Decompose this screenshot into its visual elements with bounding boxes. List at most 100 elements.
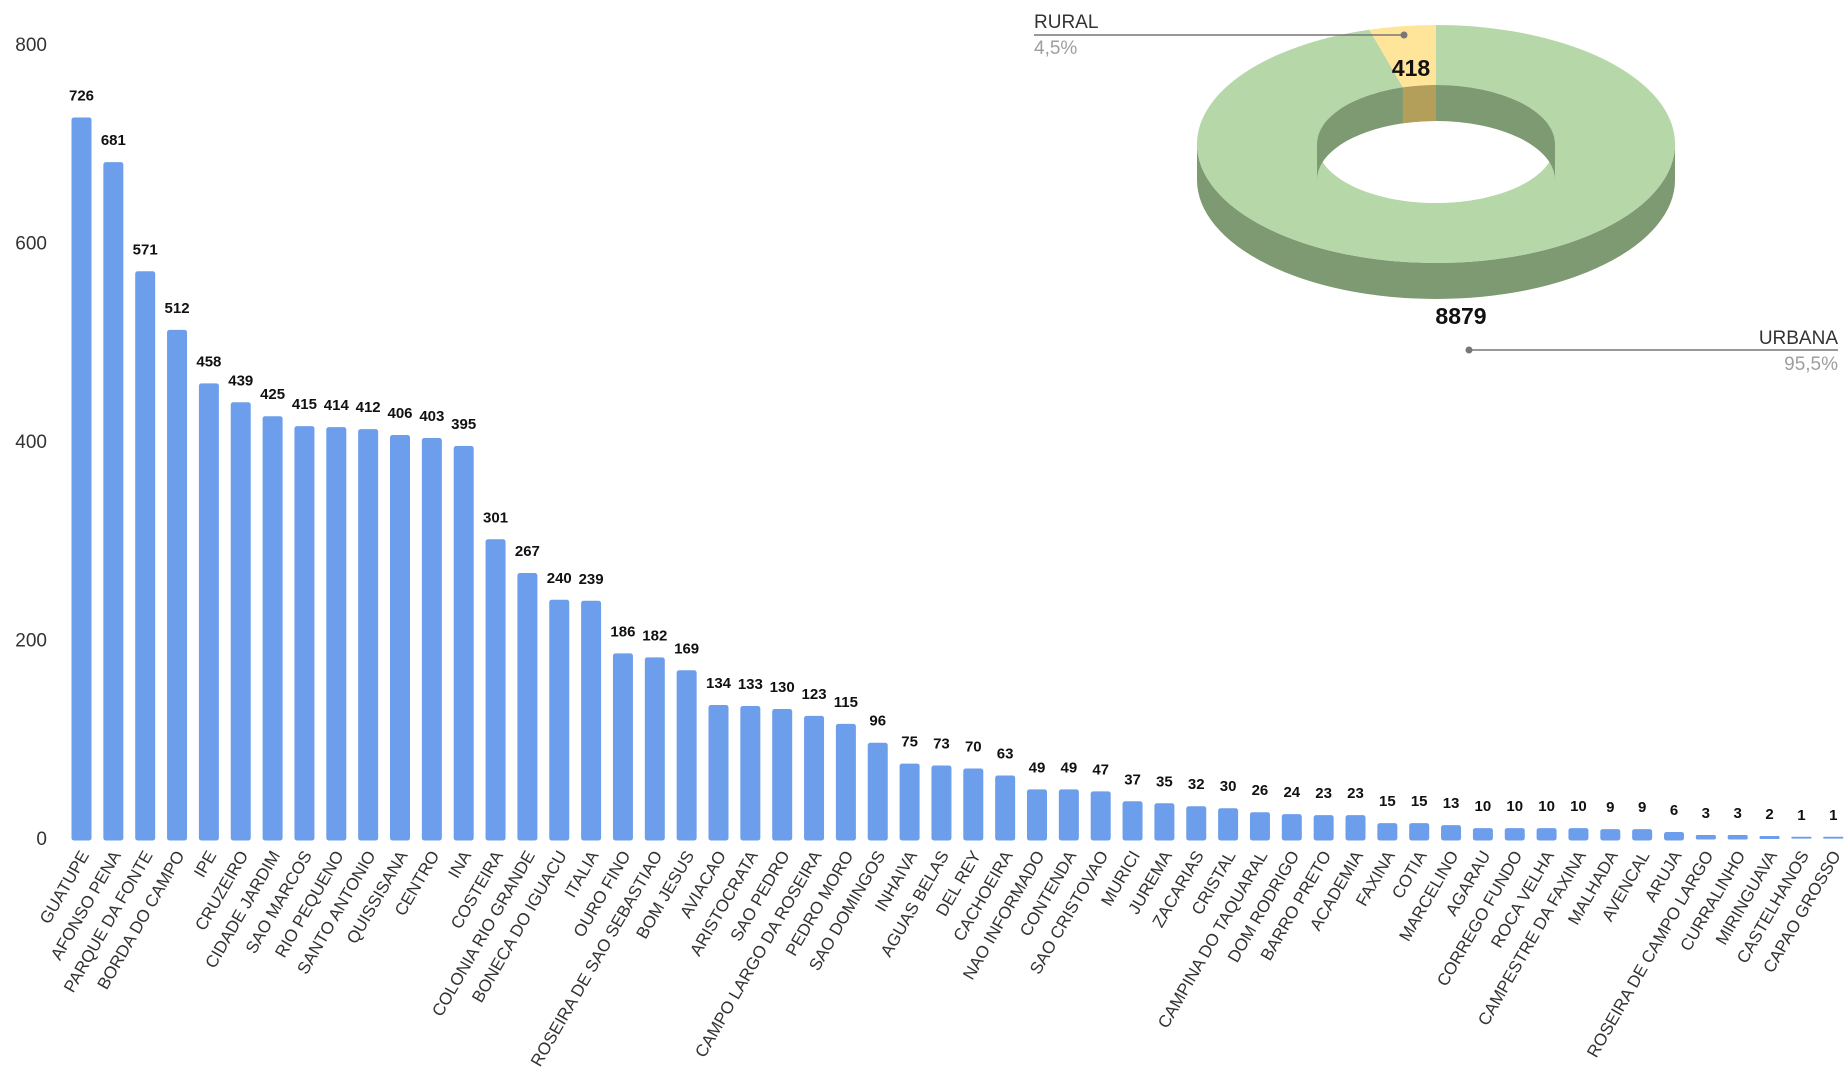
slice-value-rural: 418 [1392,55,1431,81]
bar-curralinho [1727,835,1748,840]
data-label-dom-rodrigo: 24 [1283,784,1300,801]
slice-urbana-inner-wall [1317,85,1555,180]
data-label-cachoeira: 63 [997,745,1014,762]
bar-corrego-fundo [1504,828,1525,841]
y-tick-label: 800 [15,35,47,56]
bar-boneca-do-iguacu [549,599,570,841]
data-labels: 726 681 571 512 458 439 425 415 414 412 406 403 395 3… [69,87,1837,824]
data-label-aruja: 6 [1670,802,1678,819]
bar-malhada [1600,829,1621,841]
data-label-ina: 395 [451,416,476,433]
data-label-parque-da-fonte: 571 [133,241,158,258]
bar-costeira [485,539,506,841]
data-label-malhada: 9 [1606,799,1614,816]
bar-cruzeiro [230,402,251,841]
bar-capao-grosso [1823,836,1844,839]
slice-urbana-outer-wall [1197,144,1675,299]
bar-borda-do-campo [167,329,188,841]
bar-contenda [1058,789,1079,841]
data-label-ouro-fino: 186 [610,623,635,640]
bar-cotia [1409,823,1430,841]
data-label-agarau: 10 [1475,798,1492,815]
data-label-corrego-fundo: 10 [1506,798,1523,815]
slice-rural-inner-wall [1402,85,1436,124]
data-label-del-rey: 70 [965,739,982,756]
bar-campo-largo-da-roseira [804,715,825,841]
donut-chart: 418 8879 RURAL 4,5% URBANA 95,5% [1034,12,1838,375]
data-label-cruzeiro: 439 [228,372,253,389]
data-label-nao-informado: 49 [1029,759,1046,776]
bar-santo-antonio [358,429,379,841]
data-label-inhaiva: 75 [901,734,918,751]
data-label-avencal: 9 [1638,799,1646,816]
bar-parque-da-fonte [135,271,156,841]
data-label-aguas-belas: 73 [933,736,950,753]
data-label-sao-domingos: 96 [869,713,886,730]
data-label-borda-do-campo: 512 [165,300,190,317]
data-label-sao-pedro: 130 [770,679,795,696]
slice-value-urbana: 8879 [1435,303,1486,329]
data-label-castelhanos: 1 [1797,807,1805,824]
bar-aristocrata [740,705,761,841]
data-label-afonso-pena: 681 [101,132,126,149]
data-label-santo-antonio: 412 [356,399,381,416]
bar-cristal [1218,808,1239,841]
bar-aruja [1664,832,1684,841]
data-label-roseira-de-campo-largo: 3 [1702,805,1710,822]
data-label-ipe: 458 [196,353,221,370]
data-label-capao-grosso: 1 [1829,807,1837,824]
bar-barro-preto [1313,815,1334,841]
slice-percent-urbana: 95,5% [1784,354,1838,375]
data-label-sao-marcos: 415 [292,396,317,413]
bar-ina [453,445,474,841]
bar-centro [421,438,442,841]
slice-urbana [1197,24,1676,263]
data-label-contenda: 49 [1061,759,1078,776]
bar-academia [1345,815,1366,841]
bar-inhaiva [899,763,920,841]
data-label-boneca-do-iguacu: 240 [547,570,572,587]
bar-del-rey [963,768,984,841]
bar-marcelino [1441,825,1462,841]
slice-name-urbana: URBANA [1759,328,1839,349]
bar-roseira-de-campo-largo [1695,835,1716,840]
bar-afonso-pena [103,162,124,841]
bar-quissisana [390,435,410,841]
data-label-aristocrata: 133 [738,676,763,693]
bar-roseira-de-sao-sebastiao [644,657,665,841]
bar-zacarias [1186,806,1207,841]
data-label-roca-velha: 10 [1538,798,1555,815]
bar-aguas-belas [931,765,952,841]
y-axis: 0 200 400 600 800 [15,35,47,850]
y-tick-label: 400 [15,432,47,453]
data-label-campina-do-taquaral: 26 [1252,782,1269,799]
data-label-italia: 239 [579,571,604,588]
data-label-academia: 23 [1347,785,1364,802]
bar-guatupe [71,117,92,841]
bar-murici [1122,801,1143,841]
y-tick-label: 200 [15,631,47,652]
data-label-rio-pequeno: 414 [324,397,350,414]
data-label-centro: 403 [419,408,444,425]
data-label-marcelino: 13 [1443,795,1460,812]
bar-rio-pequeno [326,427,347,841]
bar-series [71,117,1844,841]
data-label-sao-cristovao: 47 [1092,761,1109,778]
bar-sao-pedro [772,708,793,841]
bar-campina-do-taquaral [1249,812,1270,841]
slice-name-rural: RURAL [1034,12,1098,33]
bar-dom-rodrigo [1281,814,1302,841]
data-label-cotia: 15 [1411,793,1428,810]
data-label-barro-preto: 23 [1315,785,1332,802]
data-label-cidade-jardim: 425 [260,386,285,403]
data-label-campo-largo-da-roseira: 123 [802,686,827,703]
data-label-miringuava: 2 [1765,806,1773,823]
data-label-colonia-rio-grande: 267 [515,543,540,560]
data-label-pedro-moro: 115 [834,694,858,711]
bar-cachoeira [995,775,1016,841]
bar-ouro-fino [612,653,633,841]
data-label-guatupe: 726 [69,87,94,104]
data-label-roseira-de-sao-sebastiao: 182 [642,627,667,644]
slice-rural [1369,25,1436,88]
bar-avencal [1632,829,1653,841]
